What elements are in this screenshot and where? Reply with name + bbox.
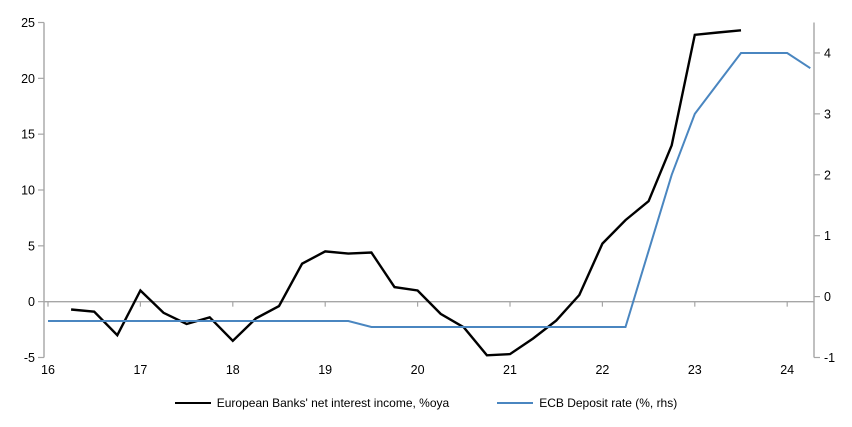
right-axis-tick-label: 0 (824, 290, 831, 304)
x-axis-tick-label: 18 (226, 363, 240, 377)
right-axis-tick-label: -1 (824, 351, 835, 365)
nii-line-swatch (174, 402, 211, 404)
left-axis: 25 20 15 10 5 0 -5 (21, 16, 45, 365)
left-axis-tick-label: 20 (21, 72, 35, 86)
right-axis-tick-label: 2 (824, 168, 831, 182)
left-axis-tick-label: 15 (21, 128, 35, 142)
ecb-deposit-rate-line (48, 52, 811, 328)
left-axis-tick-label: 0 (28, 295, 35, 309)
legend-item-nii: European Banks' net interest income, %oy… (174, 396, 450, 410)
right-axis-tick-label: 1 (824, 229, 831, 243)
x-axis: 16 17 18 19 20 21 22 23 24 (41, 301, 794, 377)
x-axis-tick-label: 19 (318, 363, 332, 377)
x-axis-tick-label: 16 (41, 363, 55, 377)
left-axis-tick-label: 5 (28, 239, 35, 253)
right-axis-tick-label: 3 (824, 107, 831, 121)
ecb-deposit-line-swatch (497, 402, 534, 404)
x-axis-tick-label: 23 (688, 363, 702, 377)
x-axis-tick-label: 24 (780, 363, 794, 377)
right-axis-tick-label: 4 (824, 46, 831, 60)
left-axis-tick-label: 10 (21, 184, 35, 198)
x-axis-tick-label: 17 (133, 363, 147, 377)
left-axis-tick-label: 25 (21, 16, 35, 30)
legend-label-nii: European Banks' net interest income, %oy… (216, 396, 450, 410)
legend-label-ecb: ECB Deposit rate (%, rhs) (539, 396, 678, 410)
x-axis-tick-label: 20 (411, 363, 425, 377)
nii-line (70, 29, 742, 357)
legend-item-ecb: ECB Deposit rate (%, rhs) (497, 396, 677, 410)
x-axis-tick-label: 21 (503, 363, 517, 377)
x-axis-tick-label: 22 (595, 363, 609, 377)
chart-legend: European Banks' net interest income, %oy… (0, 396, 852, 410)
left-axis-tick-label: -5 (24, 351, 35, 365)
right-axis: 4 3 2 1 0 -1 (813, 22, 835, 365)
